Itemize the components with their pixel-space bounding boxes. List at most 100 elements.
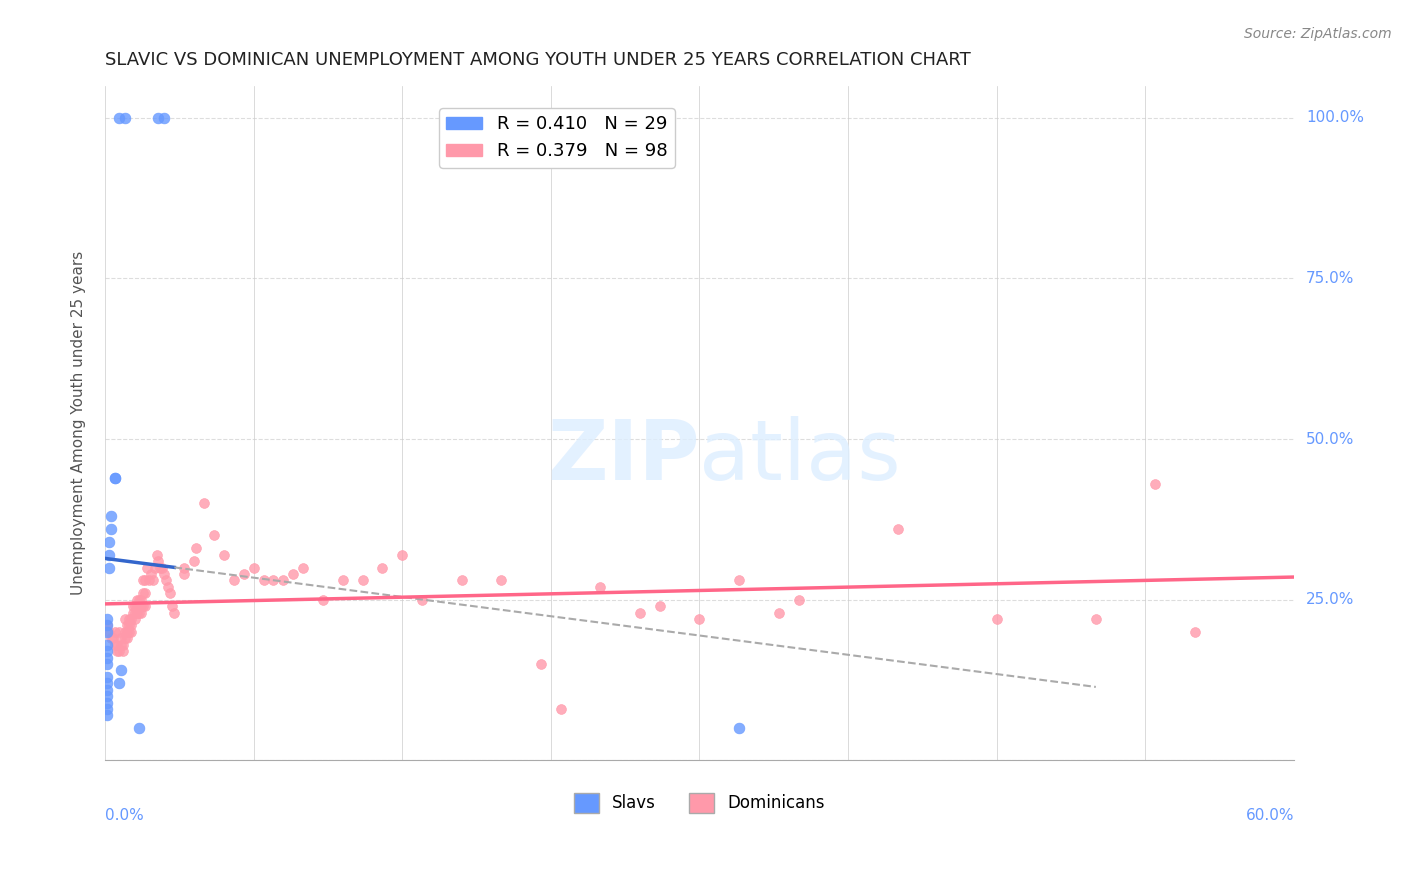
Point	[96, 702, 118, 716]
Text: Source: ZipAtlas.com: Source: ZipAtlas.com	[1244, 27, 1392, 41]
Point	[162, 599, 184, 614]
Point	[183, 554, 205, 568]
Text: 50.0%: 50.0%	[1306, 432, 1354, 447]
Point	[886, 522, 908, 536]
Point	[125, 599, 148, 614]
Point	[118, 612, 141, 626]
Point	[100, 632, 122, 646]
Point	[252, 574, 274, 588]
Point	[1184, 624, 1206, 639]
Point	[202, 528, 225, 542]
Point	[111, 644, 134, 658]
Point	[120, 612, 142, 626]
Text: 100.0%: 100.0%	[1306, 110, 1364, 125]
Point	[530, 657, 553, 671]
Point	[97, 548, 120, 562]
Point	[104, 624, 127, 639]
Point	[111, 638, 134, 652]
Point	[115, 624, 138, 639]
Point	[186, 541, 208, 556]
Point	[129, 606, 152, 620]
Text: 0.0%: 0.0%	[105, 807, 143, 822]
Point	[100, 509, 122, 524]
Point	[96, 612, 118, 626]
Point	[128, 592, 150, 607]
Point	[128, 599, 150, 614]
Point	[149, 560, 172, 574]
Point	[411, 592, 433, 607]
Text: 60.0%: 60.0%	[1246, 807, 1294, 822]
Text: atlas: atlas	[700, 417, 901, 497]
Point	[114, 624, 136, 639]
Point	[104, 638, 127, 652]
Text: SLAVIC VS DOMINICAN UNEMPLOYMENT AMONG YOUTH UNDER 25 YEARS CORRELATION CHART: SLAVIC VS DOMINICAN UNEMPLOYMENT AMONG Y…	[105, 51, 970, 69]
Point	[153, 567, 176, 582]
Point	[104, 470, 127, 484]
Point	[134, 574, 156, 588]
Point	[589, 580, 612, 594]
Point	[110, 664, 132, 678]
Point	[648, 599, 671, 614]
Point	[96, 696, 118, 710]
Point	[110, 632, 132, 646]
Point	[120, 624, 142, 639]
Point	[312, 592, 335, 607]
Point	[135, 560, 157, 574]
Point	[391, 548, 413, 562]
Point	[96, 624, 118, 639]
Point	[262, 574, 284, 588]
Point	[96, 618, 118, 632]
Point	[143, 560, 166, 574]
Point	[986, 612, 1008, 626]
Point	[131, 599, 153, 614]
Point	[105, 644, 128, 658]
Point	[104, 470, 127, 484]
Point	[212, 548, 235, 562]
Point	[96, 670, 118, 684]
Point	[118, 624, 141, 639]
Point	[120, 618, 142, 632]
Point	[332, 574, 354, 588]
Point	[173, 567, 195, 582]
Point	[115, 632, 138, 646]
Point	[193, 496, 215, 510]
Point	[728, 721, 751, 735]
Point	[128, 606, 150, 620]
Point	[157, 580, 180, 594]
Point	[1144, 477, 1167, 491]
Point	[283, 567, 305, 582]
Point	[242, 560, 264, 574]
Point	[145, 548, 167, 562]
Point	[1084, 612, 1107, 626]
Point	[550, 702, 572, 716]
Point	[124, 612, 146, 626]
Point	[125, 606, 148, 620]
Point	[115, 618, 138, 632]
Point	[787, 592, 810, 607]
Point	[491, 574, 513, 588]
Point	[128, 721, 150, 735]
Point	[129, 599, 152, 614]
Point	[96, 650, 118, 665]
Point	[96, 676, 118, 690]
Point	[121, 599, 143, 614]
Point	[96, 689, 118, 703]
Text: 75.0%: 75.0%	[1306, 271, 1354, 285]
Point	[134, 586, 156, 600]
Point	[108, 676, 131, 690]
Point	[96, 618, 118, 632]
Point	[108, 624, 131, 639]
Point	[134, 599, 156, 614]
Point	[148, 111, 170, 125]
Point	[108, 644, 131, 658]
Text: 25.0%: 25.0%	[1306, 592, 1354, 607]
Point	[96, 644, 118, 658]
Point	[110, 638, 132, 652]
Point	[152, 560, 174, 574]
Point	[689, 612, 711, 626]
Point	[124, 606, 146, 620]
Point	[352, 574, 374, 588]
Point	[105, 638, 128, 652]
Point	[124, 599, 146, 614]
Point	[159, 586, 181, 600]
